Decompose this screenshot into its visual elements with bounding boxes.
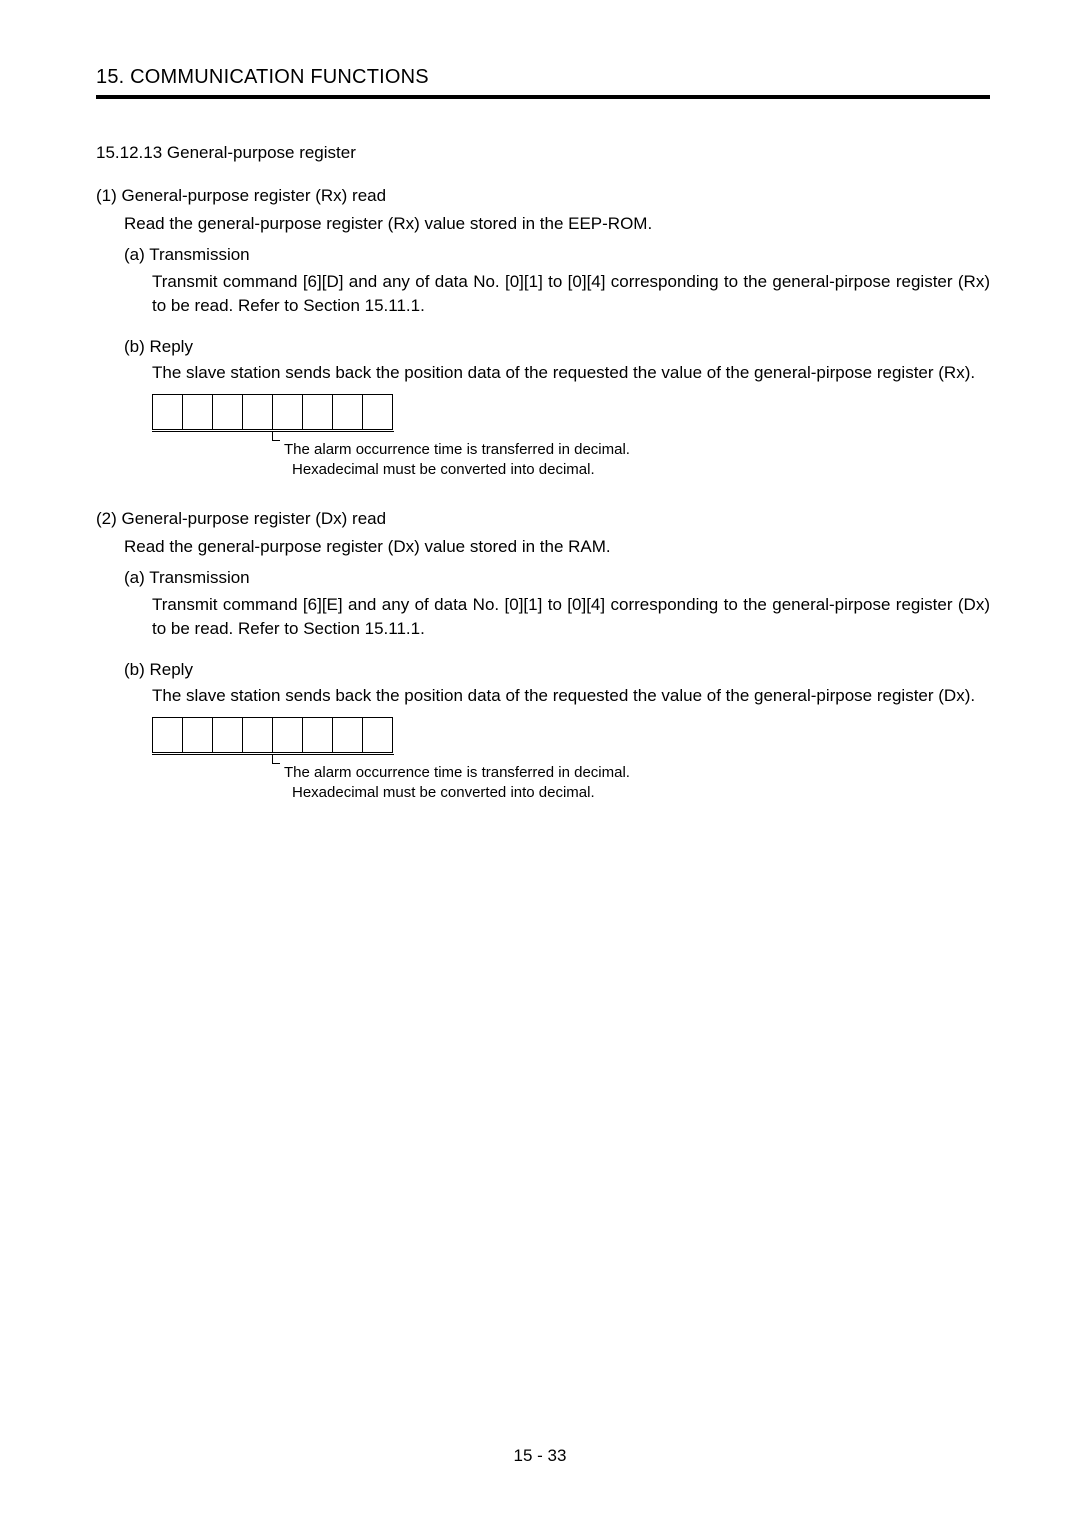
- chapter-title: 15. COMMUNICATION FUNCTIONS: [96, 66, 990, 89]
- bracket-connector-1: [152, 430, 990, 444]
- byte-cell: [153, 718, 183, 752]
- byte-cell: [333, 395, 363, 429]
- byte-boxes-1: [152, 394, 393, 430]
- byte-cell: [183, 718, 213, 752]
- byte-boxes-2: [152, 717, 393, 753]
- item-1a-body: Transmit command [6][D] and any of data …: [96, 270, 990, 319]
- item-2b-body: The slave station sends back the positio…: [96, 684, 990, 709]
- byte-cell: [363, 395, 392, 429]
- chapter-rule: [96, 95, 990, 99]
- byte-caption-2: The alarm occurrence time is transferred…: [284, 763, 990, 804]
- item-2a-label: (a) Transmission: [96, 566, 990, 591]
- item-2-intro: Read the general-purpose register (Dx) v…: [96, 535, 990, 560]
- byte-cell: [273, 718, 303, 752]
- item-1-heading: (1) General-purpose register (Rx) read: [96, 184, 990, 209]
- byte-cell: [303, 718, 333, 752]
- byte-cell: [243, 395, 273, 429]
- item-1-intro: Read the general-purpose register (Rx) v…: [96, 212, 990, 237]
- byte-cell: [363, 718, 392, 752]
- item-2b-label: (b) Reply: [96, 658, 990, 683]
- bracket-connector-2: [152, 753, 990, 767]
- caption-line: Hexadecimal must be converted into decim…: [284, 783, 990, 803]
- item-2a-body: Transmit command [6][E] and any of data …: [96, 593, 990, 642]
- byte-cell: [213, 395, 243, 429]
- item-2-heading: (2) General-purpose register (Dx) read: [96, 507, 990, 532]
- byte-cell: [303, 395, 333, 429]
- byte-cell: [183, 395, 213, 429]
- item-1b-label: (b) Reply: [96, 335, 990, 360]
- section-title: 15.12.13 General-purpose register: [96, 141, 990, 166]
- byte-cell: [333, 718, 363, 752]
- byte-cell: [243, 718, 273, 752]
- byte-cell: [153, 395, 183, 429]
- caption-line: Hexadecimal must be converted into decim…: [284, 460, 990, 480]
- byte-cell: [213, 718, 243, 752]
- page-content: 15.12.13 General-purpose register (1) Ge…: [96, 141, 990, 804]
- page-number: 15 - 33: [0, 1446, 1080, 1466]
- item-1b-body: The slave station sends back the positio…: [96, 361, 990, 386]
- item-1a-label: (a) Transmission: [96, 243, 990, 268]
- byte-caption-1: The alarm occurrence time is transferred…: [284, 440, 990, 481]
- byte-cell: [273, 395, 303, 429]
